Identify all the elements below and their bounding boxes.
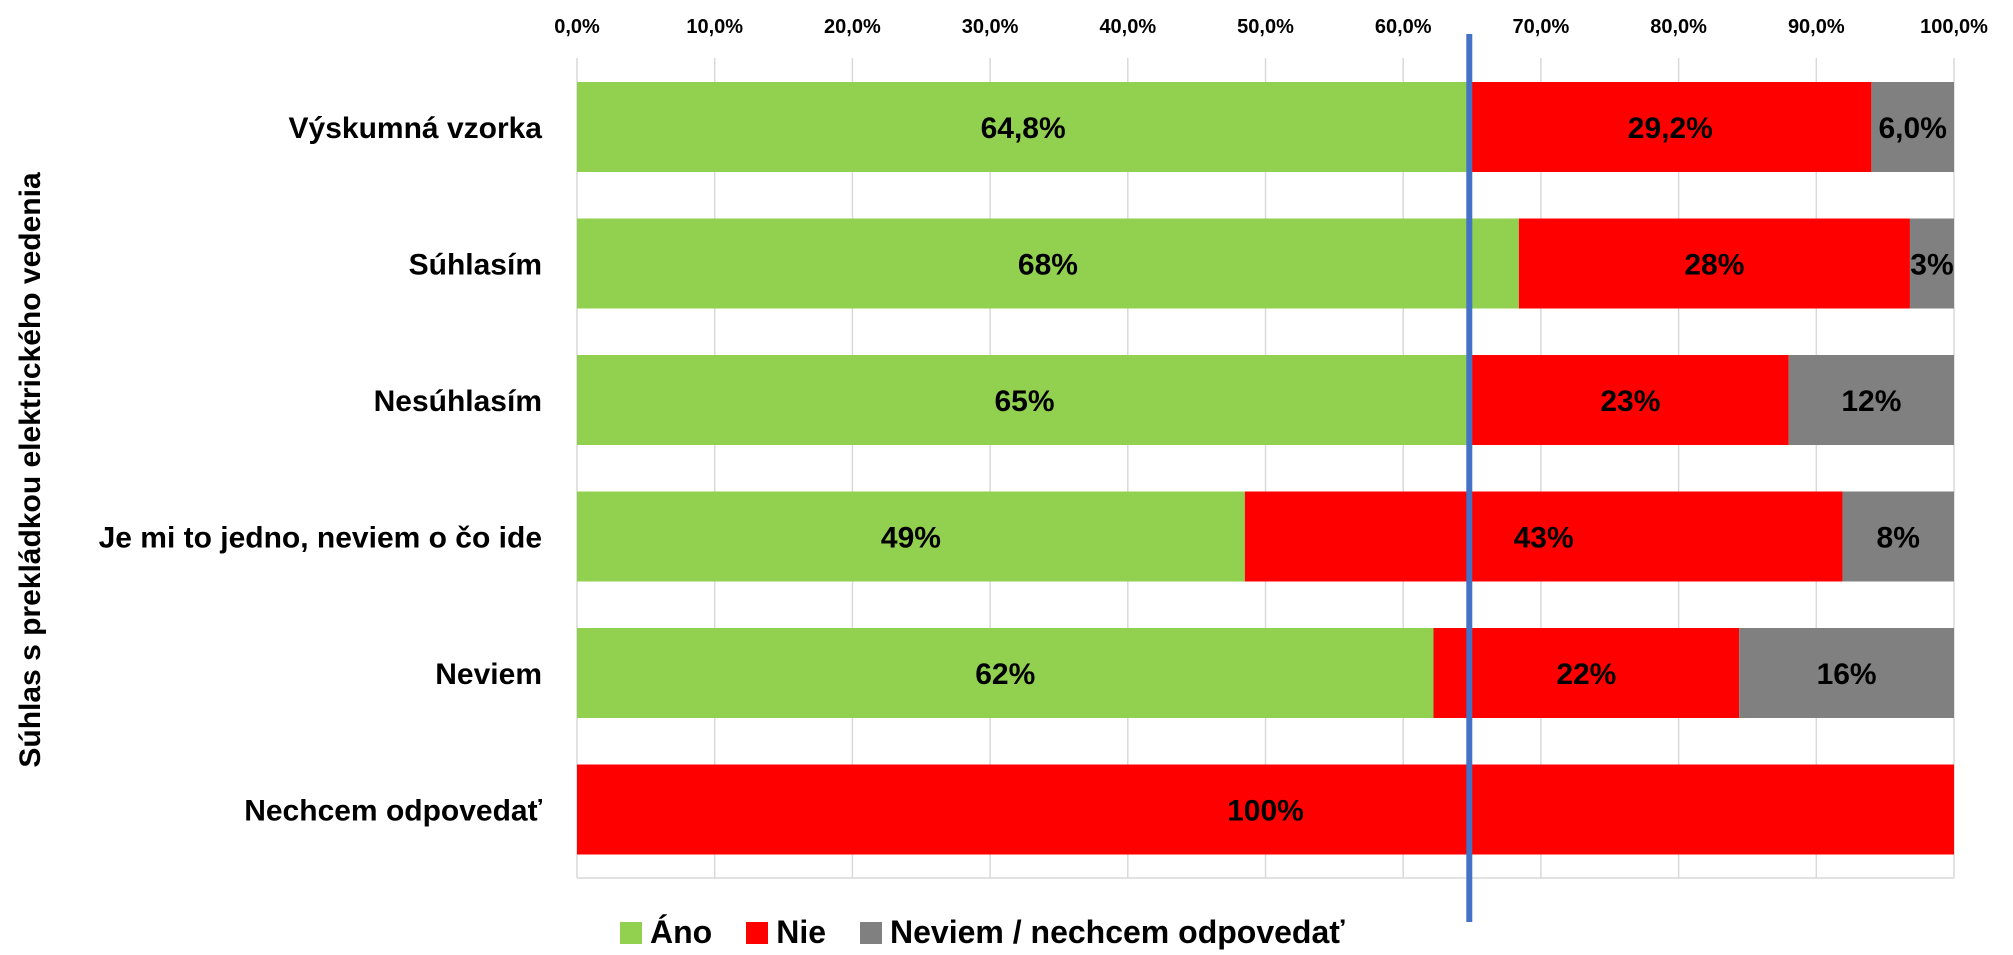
legend-item: Neviem / nechcem odpovedať	[860, 914, 1345, 951]
x-tick-label: 60,0%	[1375, 16, 1432, 38]
data-label: 3%	[1910, 249, 1953, 282]
x-tick-label: 90,0%	[1788, 16, 1845, 38]
bar-segment	[577, 764, 1954, 855]
category-label: Výskumná vzorka	[289, 112, 543, 145]
legend-label: Neviem / nechcem odpovedať	[890, 914, 1345, 950]
data-label: 65%	[995, 385, 1055, 418]
bar-segment	[1472, 355, 1789, 445]
data-label: 22%	[1556, 658, 1616, 691]
data-label: 12%	[1841, 385, 1901, 418]
bar-segment	[577, 628, 1434, 718]
x-tick-label: 50,0%	[1237, 16, 1294, 38]
data-label: 23%	[1600, 385, 1660, 418]
category-label: Nechcem odpovedať	[244, 795, 542, 828]
bar-segment	[1469, 82, 1872, 172]
x-tick-label: 40,0%	[1099, 16, 1156, 38]
data-label: 16%	[1817, 658, 1877, 691]
data-label: 64,8%	[981, 112, 1066, 145]
x-tick-label: 80,0%	[1650, 16, 1707, 38]
x-tick-label: 30,0%	[962, 16, 1019, 38]
x-tick-label: 100,0%	[1920, 16, 1988, 38]
bar-segment	[1739, 628, 1954, 718]
legend: Áno Nie Neviem / nechcem odpovedať	[620, 914, 1379, 951]
legend-item: Áno	[620, 914, 712, 951]
legend-swatch	[620, 921, 642, 944]
bar-segment	[577, 355, 1473, 445]
legend-item: Nie	[746, 914, 826, 951]
category-label: Neviem	[435, 658, 542, 691]
data-label: 28%	[1684, 249, 1744, 282]
legend-label: Áno	[650, 914, 713, 950]
data-label: 68%	[1018, 249, 1078, 282]
data-label: 8%	[1877, 522, 1920, 555]
data-label: 29,2%	[1628, 112, 1713, 145]
bar-segment	[1433, 628, 1740, 718]
data-label: 62%	[975, 658, 1035, 691]
x-tick-label: 20,0%	[824, 16, 881, 38]
x-axis-ticks: 0,0% 10,0% 20,0% 30,0% 40,0% 50,0% 60,0% 70,0% 8…	[554, 16, 1988, 38]
category-label: Súhlasím	[409, 249, 542, 282]
x-tick-label: 70,0%	[1513, 16, 1570, 38]
category-label: Je mi to jedno, neviem o čo ide	[99, 522, 542, 555]
bar-segment	[1842, 491, 1954, 582]
bars: 64,8% 29,2% 6,0% 68% 28% 3% 65% 23% 12% 49% 43% 8% 6…	[577, 82, 1954, 855]
x-tick-label: 10,0%	[686, 16, 743, 38]
bar-segment	[577, 82, 1470, 172]
legend-label: Nie	[776, 914, 826, 950]
data-label: 6,0%	[1878, 112, 1946, 145]
data-label: 49%	[881, 522, 941, 555]
bar-segment	[1788, 355, 1954, 445]
bar-segment	[1518, 218, 1910, 309]
legend-swatch	[746, 921, 769, 944]
gridlines	[576, 58, 1955, 879]
bar-segment	[577, 218, 1519, 309]
bar-segment	[577, 491, 1245, 582]
x-tick-label: 0,0%	[554, 16, 600, 38]
y-axis-title: Súhlas s prekládkou elektrického vedenia	[14, 172, 47, 768]
legend-swatch	[860, 921, 882, 944]
category-labels: Výskumná vzorka Súhlasím Nesúhlasím Je mi t…	[99, 112, 543, 828]
bar-segment	[1871, 82, 1954, 172]
bar-segment	[1909, 218, 1954, 309]
data-label: 43%	[1514, 522, 1574, 555]
bar-segment	[1244, 491, 1843, 582]
data-label: 100%	[1227, 795, 1304, 828]
category-label: Nesúhlasím	[374, 385, 542, 418]
